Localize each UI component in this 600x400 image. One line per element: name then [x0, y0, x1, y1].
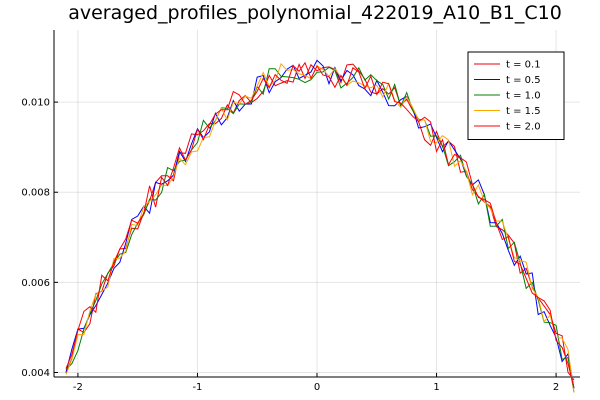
series-line-5 — [65, 61, 575, 389]
chart-title: averaged_profiles_polynomial_422019_A10_… — [68, 2, 562, 24]
series-line-4 — [65, 62, 575, 393]
series-line-2 — [65, 59, 575, 389]
y-tick-label: 0.006 — [21, 278, 50, 289]
axes: -2 -1 0 1 2 0.004 0.006 0.008 0.010 — [21, 30, 580, 393]
x-tick-label: 2 — [553, 382, 559, 393]
x-tick-label: -1 — [192, 382, 202, 393]
x-tick-label: -2 — [73, 382, 83, 393]
x-tick-label: 0 — [314, 382, 320, 393]
legend-box — [467, 51, 565, 140]
series-layer — [65, 59, 575, 393]
y-tick-label: 0.004 — [21, 368, 50, 379]
legend-label: t = 0.1 — [506, 60, 541, 71]
series-line-3 — [65, 66, 575, 393]
y-tick-label: 0.008 — [21, 188, 50, 199]
legend: t = 0.1 t = 0.5 t = 1.0 t = 1.5 t = 2.0 — [467, 51, 565, 140]
legend-label: t = 2.0 — [506, 122, 541, 133]
x-tick-label: 1 — [433, 382, 439, 393]
legend-label: t = 0.5 — [506, 75, 541, 86]
legend-label: t = 1.0 — [506, 91, 541, 102]
legend-label: t = 1.5 — [506, 106, 541, 117]
series-line-1 — [65, 62, 575, 381]
y-tick-label: 0.010 — [21, 98, 50, 109]
